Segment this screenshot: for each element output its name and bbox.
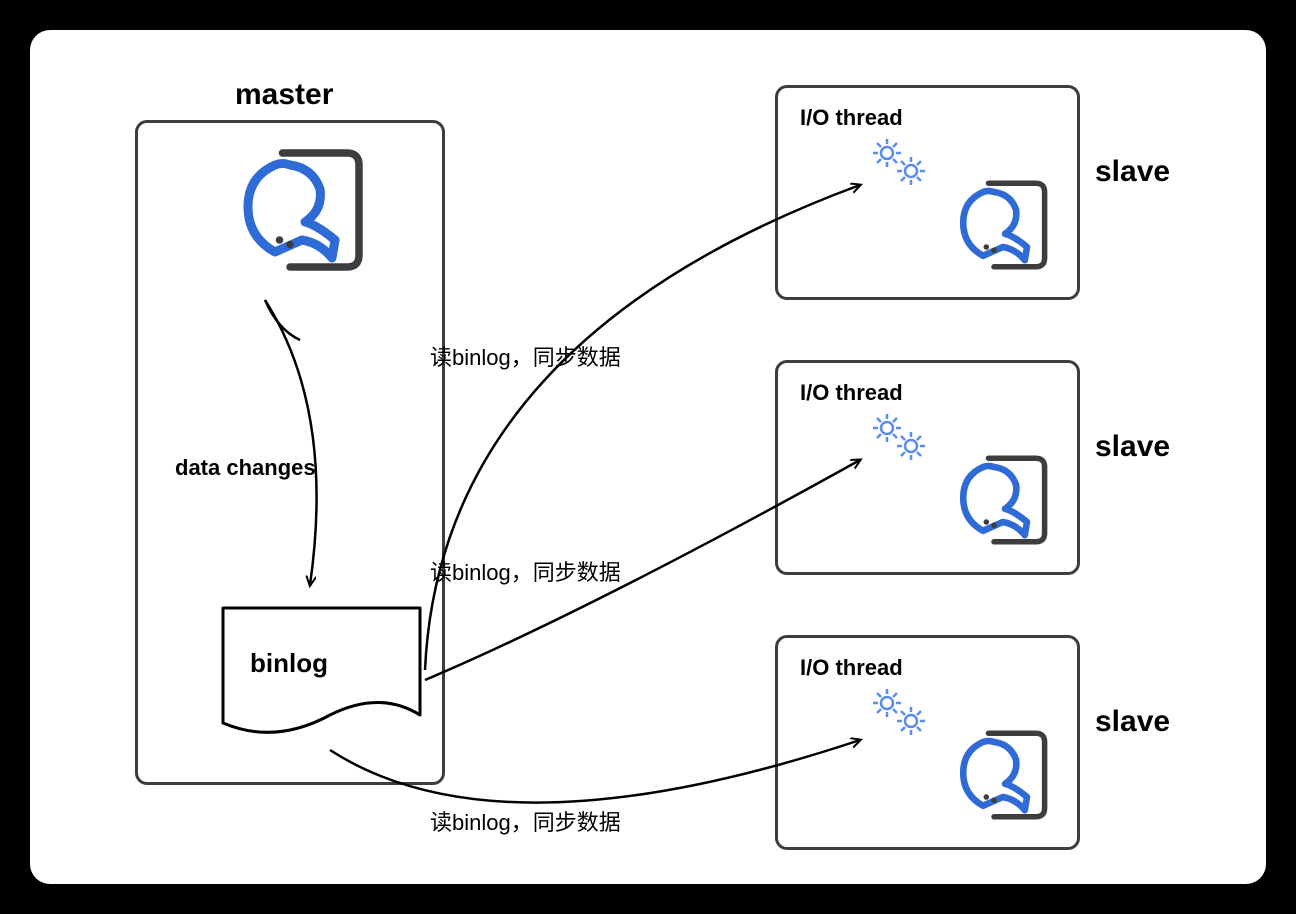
io-thread-label-1: I/O thread	[800, 105, 903, 131]
gears-icon	[865, 685, 935, 740]
mysql-icon	[950, 720, 1060, 830]
diagram-canvas: master data changes binlog slave slave s…	[30, 30, 1266, 884]
io-thread-label-2: I/O thread	[800, 380, 903, 406]
binlog-label: binlog	[250, 648, 328, 679]
slave-title-2: slave	[1095, 430, 1170, 464]
edge-label-2: 读binlog，同步数据	[430, 555, 621, 587]
slave-title-1: slave	[1095, 155, 1170, 189]
master-title: master	[235, 78, 333, 112]
mysql-icon	[950, 445, 1060, 555]
slave-title-3: slave	[1095, 705, 1170, 739]
mysql-icon	[950, 170, 1060, 280]
edge-label-1: 读binlog，同步数据	[430, 340, 621, 372]
edge-label-3: 读binlog，同步数据	[430, 805, 621, 837]
mysql-icon	[230, 135, 380, 285]
gears-icon	[865, 135, 935, 190]
gears-icon	[865, 410, 935, 465]
io-thread-label-3: I/O thread	[800, 655, 903, 681]
data-changes-label: data changes	[175, 455, 316, 481]
